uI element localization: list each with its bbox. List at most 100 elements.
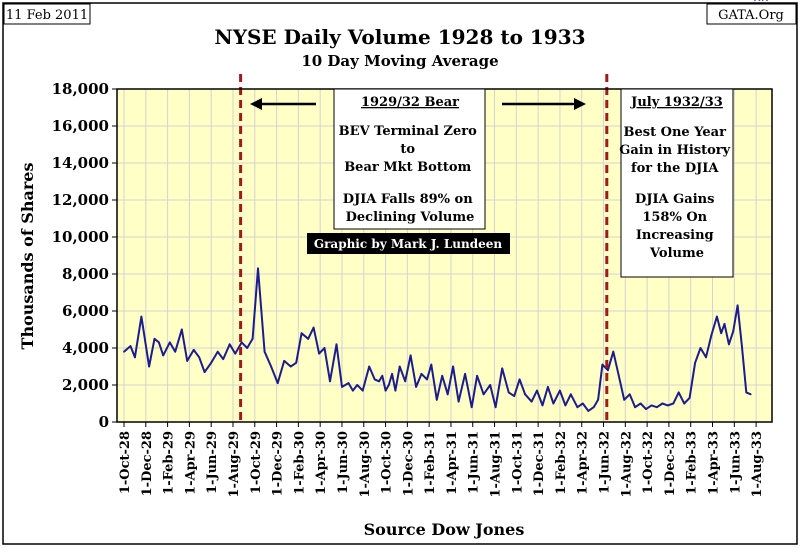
volume-data-point <box>758 0 761 1</box>
bull-annotation-line: DJIA Gains <box>635 192 714 207</box>
volume-data-point <box>210 361 213 364</box>
volume-data-point <box>547 386 549 388</box>
y-tick-label: 18,000 <box>52 80 109 98</box>
x-tick-label: 1-Aug-33 <box>750 431 765 498</box>
x-tick-label: 1-Oct-31 <box>510 431 525 494</box>
volume-data-point <box>263 350 266 353</box>
volume-data-point <box>710 334 713 336</box>
chart-title: NYSE Daily Volume 1928 to 1933 <box>214 25 585 49</box>
volume-data-point <box>661 402 664 405</box>
x-tick-label: 1-Jun-32 <box>598 431 613 494</box>
bear-annotation-line: Declining Volume <box>346 210 475 225</box>
volume-data-point <box>476 374 478 377</box>
x-tick-label: 1-Aug-32 <box>619 431 634 498</box>
volume-data-point <box>650 404 653 407</box>
volume-data-point <box>186 360 189 362</box>
volume-data-point <box>634 406 636 409</box>
volume-data-point <box>307 337 310 340</box>
right-arrow-head <box>574 98 586 110</box>
volume-data-point <box>335 343 338 346</box>
bull-annotation-body: Best One Year Gain in History for the DJ… <box>619 125 735 261</box>
volume-data-point <box>129 345 132 347</box>
volume-data-point <box>323 347 326 349</box>
volume-data-point <box>728 343 730 346</box>
volume-data-point <box>645 408 647 410</box>
volume-data-point <box>387 384 390 386</box>
volume-data-point <box>489 384 492 386</box>
volume-data-point <box>384 389 387 392</box>
y-tick-label: 8,000 <box>62 265 109 283</box>
bear-annotation-title: 1929/32 Bear <box>361 95 459 110</box>
x-tick-label: 1-Apr-32 <box>576 431 591 495</box>
volume-data-point <box>494 406 497 409</box>
volume-data-point <box>420 373 423 375</box>
volume-data-point <box>507 391 510 394</box>
x-tick-label: 1-Jun-33 <box>728 431 743 494</box>
volume-data-point <box>404 380 407 383</box>
volume-data-point <box>607 369 609 372</box>
volume-data-point <box>435 398 438 401</box>
volume-data-point <box>140 315 143 318</box>
volume-data-point <box>576 406 579 409</box>
y-tick-label: 6,000 <box>62 302 109 320</box>
volume-data-point <box>398 365 401 368</box>
y-axis-title: Thousands of Shares <box>18 163 37 350</box>
volume-data-point <box>518 378 521 381</box>
volume-data-point <box>153 337 156 340</box>
volume-data-point <box>198 356 201 359</box>
volume-data-point <box>415 386 417 388</box>
vertical-markers <box>239 74 609 422</box>
x-axis: 1-Oct-28 1-Dec-28 1-Feb-29 1-Apr-29 1-Jun-29… <box>118 422 765 498</box>
volume-data-point <box>168 341 171 344</box>
bull-annotation-line: Volume <box>649 246 704 261</box>
volume-data-point <box>446 393 449 396</box>
bear-annotation-body: BEV Terminal Zero to Bear Mkt Bottom DJI… <box>339 124 482 225</box>
x-tick-label: 1-Oct-28 <box>118 431 133 494</box>
x-tick-label: 1-Oct-32 <box>641 431 656 494</box>
x-tick-label: 1-Feb-31 <box>423 431 438 495</box>
volume-data-point <box>409 354 412 357</box>
volume-data-point <box>656 406 658 409</box>
volume-data-point <box>373 378 376 381</box>
volume-data-point <box>617 374 620 377</box>
x-tick-label: 1-Apr-31 <box>445 431 460 495</box>
volume-data-point <box>257 267 259 270</box>
volume-data-point <box>612 350 615 353</box>
volume-data-point <box>524 393 526 396</box>
volume-data-point <box>761 0 764 1</box>
volume-data-point <box>564 404 567 407</box>
volume-data-point <box>356 384 359 386</box>
x-tick-label: 1-Jun-29 <box>205 431 220 494</box>
x-tick-label: 1-Dec-32 <box>663 431 678 496</box>
source-site-label: GATA.Org <box>718 8 784 23</box>
volume-data-point <box>559 389 561 392</box>
volume-data-point <box>394 389 397 392</box>
bear-annotation-line: to <box>400 142 415 157</box>
y-tick-label: 12,000 <box>52 191 109 209</box>
volume-data-point <box>246 347 249 349</box>
x-tick-label: 1-Feb-29 <box>162 431 177 495</box>
bull-annotation-line: for the DJIA <box>631 161 719 176</box>
y-axis: 0 2,000 4,000 6,000 8,000 10,000 12,000 14,000 1… <box>52 80 117 431</box>
bull-annotation-line: 158% On <box>642 210 707 225</box>
volume-data-point <box>741 345 743 347</box>
volume-data-point <box>581 402 584 405</box>
series-layer <box>123 0 768 412</box>
volume-data-point <box>123 350 125 353</box>
right-arrow <box>502 98 586 110</box>
bear-annotation-line: DJIA Falls 89% on <box>343 192 473 207</box>
volume-data-point <box>601 363 604 366</box>
volume-data-point <box>694 361 696 364</box>
volume-data-point <box>716 315 718 318</box>
volume-data-point <box>283 360 286 362</box>
volume-data-point <box>158 341 160 344</box>
volume-data-point <box>513 395 516 397</box>
volume-data-point <box>426 378 428 381</box>
volume-data-point <box>270 365 272 368</box>
volume-data-point <box>452 365 454 368</box>
bear-annotation-box <box>333 88 486 230</box>
x-tick-label: 1-Aug-30 <box>358 431 373 498</box>
volume-data-point <box>381 374 384 377</box>
volume-data-point <box>347 382 350 384</box>
bear-annotation-line: Bear Mkt Bottom <box>344 160 471 175</box>
